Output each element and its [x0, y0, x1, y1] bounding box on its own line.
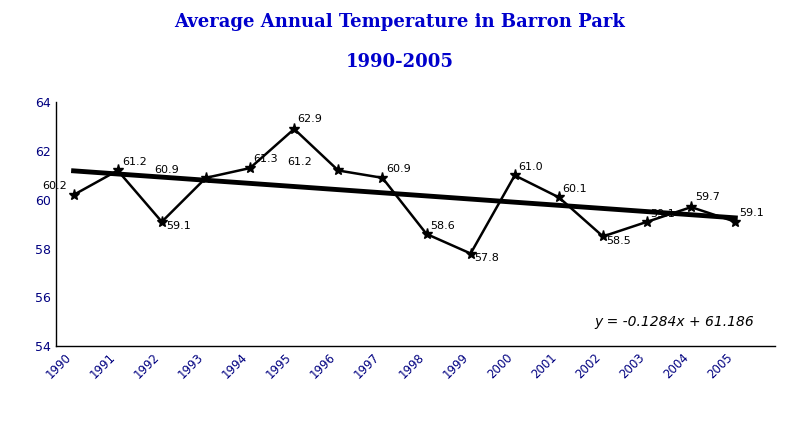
Text: 59.1: 59.1	[739, 208, 764, 218]
Text: 61.0: 61.0	[519, 162, 543, 172]
Text: 57.8: 57.8	[474, 253, 499, 263]
Text: 59.1: 59.1	[650, 209, 675, 219]
Text: y = -0.1284x + 61.186: y = -0.1284x + 61.186	[594, 315, 754, 329]
Text: 58.6: 58.6	[430, 221, 455, 231]
Text: 58.5: 58.5	[606, 236, 631, 246]
Text: 60.2: 60.2	[42, 181, 67, 191]
Text: 61.2: 61.2	[122, 157, 147, 167]
Text: 61.2: 61.2	[287, 157, 312, 167]
Text: 60.1: 60.1	[562, 184, 587, 194]
Text: 62.9: 62.9	[298, 114, 323, 123]
Text: 60.9: 60.9	[386, 164, 411, 174]
Text: 59.1: 59.1	[166, 221, 191, 231]
Text: 60.9: 60.9	[155, 165, 180, 175]
Text: 1990-2005: 1990-2005	[345, 53, 454, 71]
Text: 61.3: 61.3	[253, 155, 278, 164]
Text: Average Annual Temperature in Barron Park: Average Annual Temperature in Barron Par…	[174, 13, 625, 32]
Text: 59.7: 59.7	[695, 192, 720, 202]
